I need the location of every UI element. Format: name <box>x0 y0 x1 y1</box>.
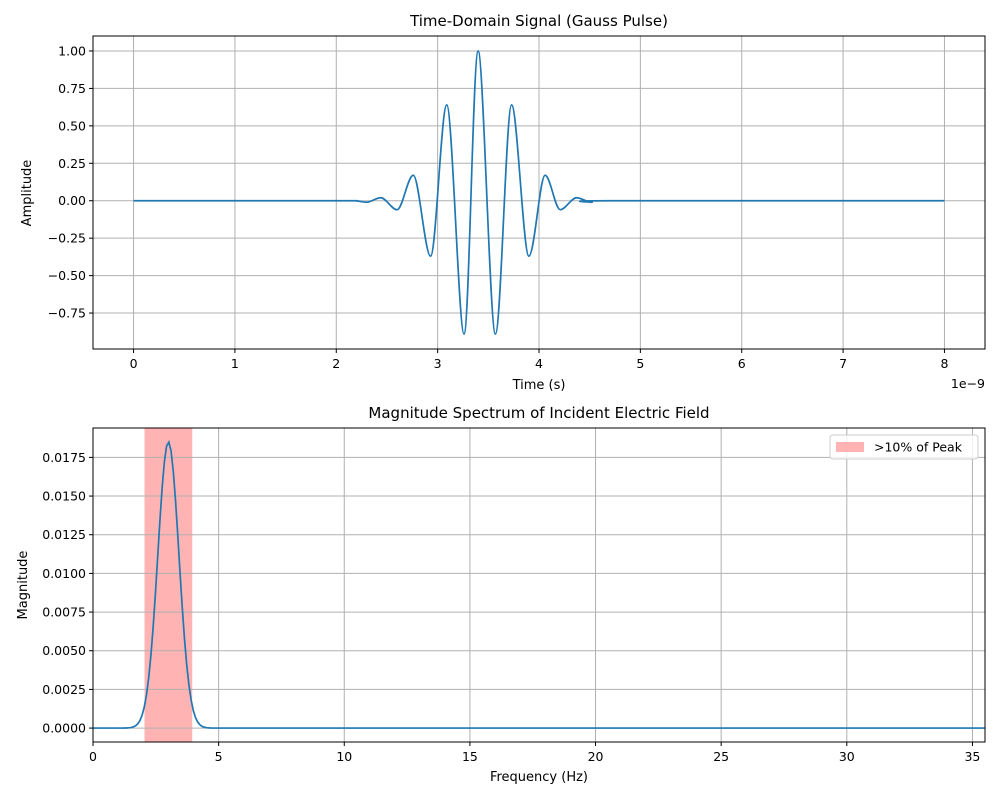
chart2-xtick-label: 25 <box>713 749 729 764</box>
chart2-ytick-label: 0.0125 <box>42 527 86 542</box>
chart2-xlabel: Frequency (Hz) <box>490 770 588 785</box>
chart1-xtick-label: 8 <box>940 356 948 371</box>
chart2-ytick-label: 0.0150 <box>42 489 86 504</box>
chart2-xtick-label: 30 <box>839 749 855 764</box>
chart2-ytick-label: 0.0100 <box>42 566 86 581</box>
chart2-xtick-label: 20 <box>588 749 604 764</box>
chart1-ytick-label: 0.00 <box>58 193 86 208</box>
chart2-ytick-label: 0.0175 <box>42 450 86 465</box>
legend-entry-label: >10% of Peak <box>874 440 963 455</box>
chart2-legend: >10% of Peak <box>829 434 979 460</box>
chart2-title: Magnitude Spectrum of Incident Electric … <box>368 404 709 422</box>
chart1-ytick-label: −0.75 <box>48 306 86 321</box>
chart2-xtick-label: 0 <box>89 749 97 764</box>
chart1-xtick-label: 3 <box>434 356 442 371</box>
chart2-shaded-region <box>144 428 193 742</box>
time-domain-chart: Time-Domain Signal (Gauss Pulse) 0 1 2 3 4 5 6… <box>20 12 986 393</box>
chart2-ticks: 0 5 10 15 20 25 30 35 0.0000 0.0025 0.0050 0.0075 0.… <box>42 450 980 764</box>
chart2-ylabel: Magnitude <box>16 551 31 620</box>
chart2-xtick-label: 35 <box>964 749 980 764</box>
chart1-xlabel: Time (s) <box>512 378 566 393</box>
chart1-xtick-label: 2 <box>332 356 340 371</box>
chart1-ytick-label: 0.50 <box>58 118 86 133</box>
chart2-xtick-label: 15 <box>462 749 478 764</box>
chart2-ytick-label: 0.0000 <box>42 721 86 736</box>
chart1-xtick-label: 6 <box>738 356 746 371</box>
chart2-series-line <box>93 439 985 729</box>
chart1-grid <box>93 36 985 349</box>
chart1-ylabel: Amplitude <box>20 160 35 227</box>
chart1-xtick-label: 7 <box>839 356 847 371</box>
chart1-xtick-label: 4 <box>535 356 543 371</box>
chart1-ytick-label: 1.00 <box>58 43 86 58</box>
chart2-xtick-label: 5 <box>215 749 223 764</box>
spectrum-chart: Magnitude Spectrum of Incident Electric … <box>16 404 986 785</box>
chart1-x-offset-label: 1e−9 <box>951 376 985 391</box>
chart1-series-line <box>133 50 945 335</box>
chart2-ytick-label: 0.0050 <box>42 643 86 658</box>
chart1-xtick-label: 0 <box>130 356 138 371</box>
legend-frame <box>829 434 979 460</box>
chart2-frame <box>92 427 986 743</box>
chart2-ytick-label: 0.0075 <box>42 605 86 620</box>
chart2-grid <box>92 428 985 742</box>
chart2-ytick-label: 0.0025 <box>42 682 86 697</box>
chart1-xtick-label: 5 <box>636 356 644 371</box>
chart1-title: Time-Domain Signal (Gauss Pulse) <box>409 12 668 30</box>
legend-swatch <box>836 442 864 452</box>
chart1-xtick-label: 1 <box>231 356 239 371</box>
chart1-ytick-label: −0.25 <box>48 231 86 246</box>
chart2-xtick-label: 10 <box>336 749 352 764</box>
chart1-ytick-label: 0.25 <box>58 156 86 171</box>
chart1-ticks: 0 1 2 3 4 5 6 7 8 −0.75 −0.50 −0.25 0.00 0.25 0.50 0.75… <box>48 43 949 371</box>
chart1-ytick-label: −0.50 <box>48 268 86 283</box>
chart1-ytick-label: 0.75 <box>58 81 86 96</box>
